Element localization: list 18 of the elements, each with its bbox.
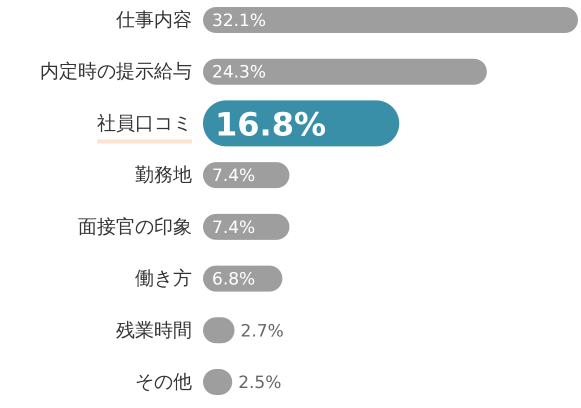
bar	[203, 58, 487, 85]
y-tick-label: 仕事内容	[115, 9, 192, 31]
y-tick-label: 勤務地	[135, 164, 192, 186]
y-tick-label: 社員口コミ	[97, 112, 192, 134]
y-tick-label: 働き方	[135, 268, 192, 290]
data-label: 24.3%	[212, 62, 266, 83]
y-tick-label: 残業時間	[116, 319, 192, 342]
y-tick-label: 面接官の印象	[78, 216, 192, 238]
data-label: 7.4%	[212, 218, 256, 238]
y-tick-label: その他	[135, 371, 192, 393]
data-label: 6.8%	[212, 270, 256, 290]
data-label: 2.5%	[238, 373, 282, 393]
data-label: 32.1%	[212, 11, 266, 31]
data-label: 2.7%	[240, 321, 284, 342]
data-label: 16.8%	[215, 105, 326, 144]
y-tick-label: 内定時の提示給与	[40, 60, 192, 83]
data-label: 7.4%	[212, 166, 256, 186]
bar	[203, 7, 578, 33]
